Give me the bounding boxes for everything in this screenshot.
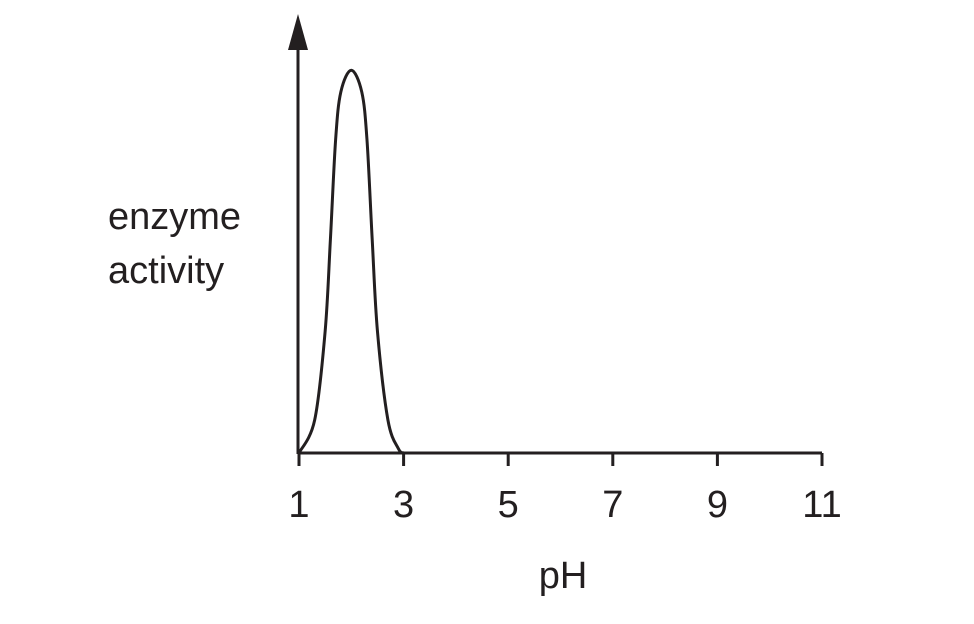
data-line — [297, 68, 405, 455]
x-tick-label: 5 — [498, 484, 519, 526]
x-tick-label: 9 — [707, 484, 728, 526]
y-axis-arrow — [288, 14, 308, 50]
x-tick-label: 3 — [393, 484, 414, 526]
y-axis-label: enzyme activity — [108, 196, 242, 292]
x-axis-label: pH — [539, 555, 588, 597]
x-tick-label: 7 — [602, 484, 623, 526]
x-tick-label: 11 — [802, 484, 841, 526]
x-tick-label: 1 — [288, 484, 309, 526]
